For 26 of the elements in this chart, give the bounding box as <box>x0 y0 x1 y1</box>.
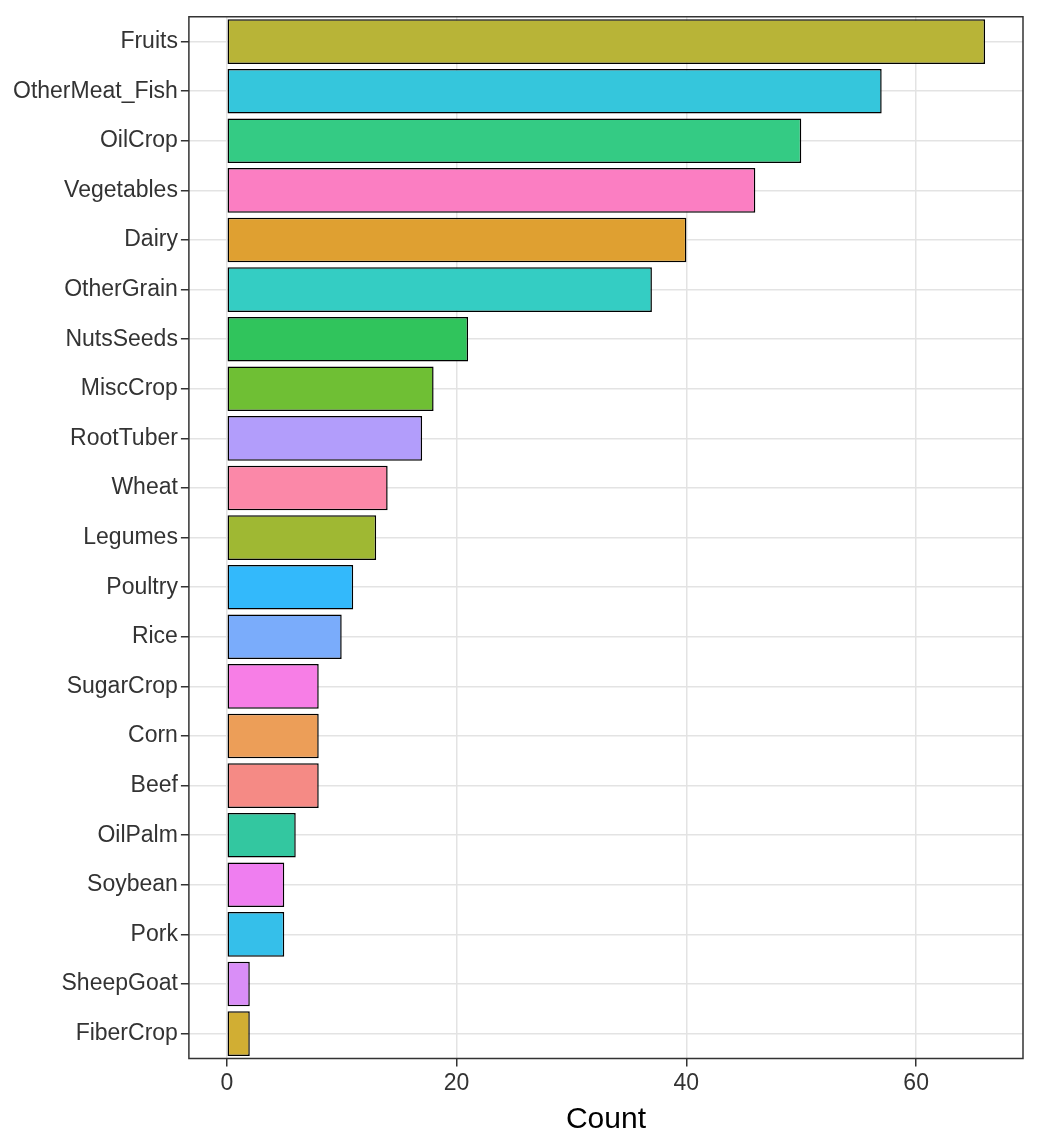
y-tick-label: Beef <box>130 770 179 797</box>
y-tick-label: MiscCrop <box>80 374 178 401</box>
y-tick-label: SugarCrop <box>66 671 178 698</box>
y-tick-label: SheepGoat <box>61 969 179 996</box>
y-tick-label: Poultry <box>106 572 179 599</box>
y-tick-label: Pork <box>130 919 179 946</box>
y-tick-label: Corn <box>128 721 178 748</box>
y-tick-label: Legumes <box>83 522 178 549</box>
y-tick-label: RootTuber <box>70 423 179 450</box>
y-tick-label: Dairy <box>124 225 179 252</box>
y-tick-label: FiberCrop <box>75 1018 178 1045</box>
y-tick-label: NutsSeeds <box>65 324 178 351</box>
y-tick-label: Wheat <box>111 473 179 500</box>
y-tick-label: OtherGrain <box>64 274 178 301</box>
x-tick-label: 60 <box>903 1068 929 1095</box>
x-tick-label: 20 <box>443 1068 470 1095</box>
y-tick-label: Rice <box>131 622 178 649</box>
x-tick-label: 0 <box>220 1068 234 1095</box>
y-tick-label: OilCrop <box>99 126 178 153</box>
y-tick-label: OilPalm <box>97 820 178 847</box>
y-tick-label: Fruits <box>120 26 178 53</box>
x-axis-title: Count <box>565 1101 647 1135</box>
y-tick-label: Soybean <box>87 870 178 897</box>
y-tick-label: OtherMeat_Fish <box>12 76 178 103</box>
x-tick-label: 40 <box>673 1068 700 1095</box>
y-tick-label: Vegetables <box>64 175 178 202</box>
